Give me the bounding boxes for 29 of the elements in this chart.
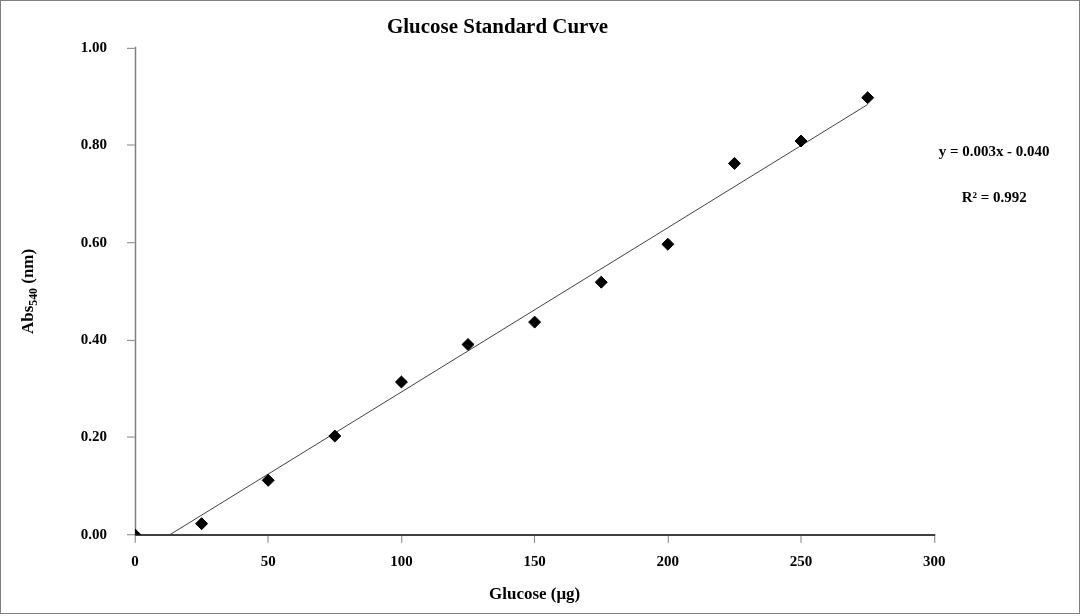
x-tick-label: 150: [523, 552, 546, 569]
point: [861, 91, 875, 105]
point: [727, 156, 741, 170]
point: [261, 473, 275, 487]
point: [794, 134, 808, 148]
point: [594, 275, 608, 289]
text: R² = 0.992: [961, 189, 1027, 206]
y-tick-label: 0.40: [80, 331, 108, 347]
y-tick-label: 0.20: [80, 428, 108, 445]
point: [461, 338, 475, 351]
x-tick-label: 100: [390, 552, 413, 569]
y-tick-label: 0.00: [80, 525, 108, 542]
text: y = 0.003x - 0.040: [938, 143, 1050, 160]
y-axis-title: Abs540 (nm): [18, 248, 41, 334]
point: [195, 517, 209, 531]
point: [328, 429, 342, 443]
x-tick-label: 250: [789, 552, 813, 569]
point: [528, 315, 542, 329]
y-tick-label: 1.00: [80, 38, 108, 55]
x-tick-label: 200: [656, 552, 680, 569]
chart-title: Glucose Standard Curve: [386, 13, 609, 38]
x-tick-label: 0: [131, 552, 139, 569]
x-tick-label: 300: [923, 552, 946, 569]
x-axis-title: Glucose (μg): [489, 584, 581, 604]
y-tick-label: 0.60: [80, 233, 108, 250]
point: [661, 237, 675, 251]
point: [394, 375, 408, 389]
y-tick-label: 0.80: [80, 136, 108, 153]
x-tick-label: 50: [260, 552, 276, 569]
